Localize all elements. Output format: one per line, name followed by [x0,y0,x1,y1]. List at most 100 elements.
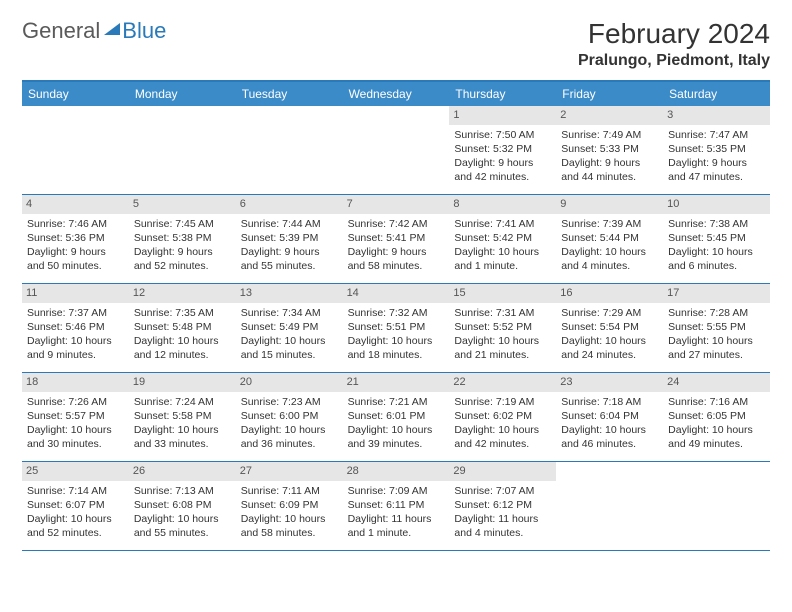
empty-cell [343,106,450,194]
sunrise-text: Sunrise: 7:28 AM [668,306,765,320]
day1-text: Daylight: 11 hours [454,512,551,526]
day-cell: 2Sunrise: 7:49 AMSunset: 5:33 PMDaylight… [556,106,663,194]
sunset-text: Sunset: 5:44 PM [561,231,658,245]
day2-text: and 58 minutes. [348,259,445,273]
sunrise-text: Sunrise: 7:21 AM [348,395,445,409]
day-number: 20 [236,373,343,392]
day2-text: and 1 minute. [454,259,551,273]
sunset-text: Sunset: 6:07 PM [27,498,124,512]
day2-text: and 39 minutes. [348,437,445,451]
sunrise-text: Sunrise: 7:50 AM [454,128,551,142]
day-number: 3 [663,106,770,125]
day-cell: 10Sunrise: 7:38 AMSunset: 5:45 PMDayligh… [663,195,770,283]
empty-cell [22,106,129,194]
sunrise-text: Sunrise: 7:37 AM [27,306,124,320]
sunrise-text: Sunrise: 7:45 AM [134,217,231,231]
day-number: 25 [22,462,129,481]
day-cell: 7Sunrise: 7:42 AMSunset: 5:41 PMDaylight… [343,195,450,283]
day-number: 13 [236,284,343,303]
sunrise-text: Sunrise: 7:49 AM [561,128,658,142]
day-cell: 14Sunrise: 7:32 AMSunset: 5:51 PMDayligh… [343,284,450,372]
day2-text: and 42 minutes. [454,170,551,184]
day1-text: Daylight: 10 hours [241,423,338,437]
weekday-sunday: Sunday [22,82,129,106]
day2-text: and 52 minutes. [27,526,124,540]
sunset-text: Sunset: 5:57 PM [27,409,124,423]
sunrise-text: Sunrise: 7:44 AM [241,217,338,231]
day2-text: and 55 minutes. [134,526,231,540]
day1-text: Daylight: 10 hours [561,245,658,259]
page-header: General Blue February 2024 Pralungo, Pie… [22,18,770,70]
day1-text: Daylight: 10 hours [454,423,551,437]
day2-text: and 6 minutes. [668,259,765,273]
sunrise-text: Sunrise: 7:14 AM [27,484,124,498]
day2-text: and 1 minute. [348,526,445,540]
sunrise-text: Sunrise: 7:09 AM [348,484,445,498]
day-cell: 19Sunrise: 7:24 AMSunset: 5:58 PMDayligh… [129,373,236,461]
empty-cell [129,106,236,194]
sunset-text: Sunset: 5:45 PM [668,231,765,245]
sunset-text: Sunset: 5:39 PM [241,231,338,245]
day2-text: and 18 minutes. [348,348,445,362]
sunset-text: Sunset: 5:58 PM [134,409,231,423]
weekday-wednesday: Wednesday [343,82,450,106]
day2-text: and 49 minutes. [668,437,765,451]
day1-text: Daylight: 10 hours [454,334,551,348]
day1-text: Daylight: 11 hours [348,512,445,526]
day1-text: Daylight: 10 hours [27,423,124,437]
sunrise-text: Sunrise: 7:26 AM [27,395,124,409]
sunrise-text: Sunrise: 7:39 AM [561,217,658,231]
day-cell: 3Sunrise: 7:47 AMSunset: 5:35 PMDaylight… [663,106,770,194]
sunrise-text: Sunrise: 7:16 AM [668,395,765,409]
day-number: 16 [556,284,663,303]
day-number: 19 [129,373,236,392]
day-number: 2 [556,106,663,125]
day2-text: and 24 minutes. [561,348,658,362]
day2-text: and 30 minutes. [27,437,124,451]
logo-text-gray: General [22,18,100,44]
week-row: 11Sunrise: 7:37 AMSunset: 5:46 PMDayligh… [22,284,770,373]
weekday-friday: Friday [556,82,663,106]
day1-text: Daylight: 10 hours [134,512,231,526]
logo-triangle-icon [104,23,120,35]
day-cell: 6Sunrise: 7:44 AMSunset: 5:39 PMDaylight… [236,195,343,283]
day1-text: Daylight: 10 hours [348,334,445,348]
day-number: 7 [343,195,450,214]
sunset-text: Sunset: 5:36 PM [27,231,124,245]
day-cell: 23Sunrise: 7:18 AMSunset: 6:04 PMDayligh… [556,373,663,461]
sunrise-text: Sunrise: 7:11 AM [241,484,338,498]
empty-cell [663,462,770,550]
day1-text: Daylight: 10 hours [668,334,765,348]
sunrise-text: Sunrise: 7:23 AM [241,395,338,409]
day-cell: 15Sunrise: 7:31 AMSunset: 5:52 PMDayligh… [449,284,556,372]
day2-text: and 42 minutes. [454,437,551,451]
day-cell: 12Sunrise: 7:35 AMSunset: 5:48 PMDayligh… [129,284,236,372]
title-block: February 2024 Pralungo, Piedmont, Italy [578,18,770,70]
day-number: 4 [22,195,129,214]
sunset-text: Sunset: 6:08 PM [134,498,231,512]
day-number: 14 [343,284,450,303]
day-cell: 29Sunrise: 7:07 AMSunset: 6:12 PMDayligh… [449,462,556,550]
day2-text: and 27 minutes. [668,348,765,362]
day1-text: Daylight: 10 hours [561,334,658,348]
day1-text: Daylight: 10 hours [134,334,231,348]
day-cell: 20Sunrise: 7:23 AMSunset: 6:00 PMDayligh… [236,373,343,461]
sunrise-text: Sunrise: 7:34 AM [241,306,338,320]
day2-text: and 33 minutes. [134,437,231,451]
day2-text: and 15 minutes. [241,348,338,362]
day-number: 27 [236,462,343,481]
day-number: 9 [556,195,663,214]
weekday-thursday: Thursday [449,82,556,106]
day1-text: Daylight: 10 hours [241,334,338,348]
day2-text: and 9 minutes. [27,348,124,362]
week-row: 18Sunrise: 7:26 AMSunset: 5:57 PMDayligh… [22,373,770,462]
sunset-text: Sunset: 5:49 PM [241,320,338,334]
day-cell: 21Sunrise: 7:21 AMSunset: 6:01 PMDayligh… [343,373,450,461]
day-cell: 4Sunrise: 7:46 AMSunset: 5:36 PMDaylight… [22,195,129,283]
sunset-text: Sunset: 6:01 PM [348,409,445,423]
day-cell: 11Sunrise: 7:37 AMSunset: 5:46 PMDayligh… [22,284,129,372]
location-label: Pralungo, Piedmont, Italy [578,52,770,70]
sunset-text: Sunset: 6:02 PM [454,409,551,423]
sunrise-text: Sunrise: 7:46 AM [27,217,124,231]
day-number: 24 [663,373,770,392]
